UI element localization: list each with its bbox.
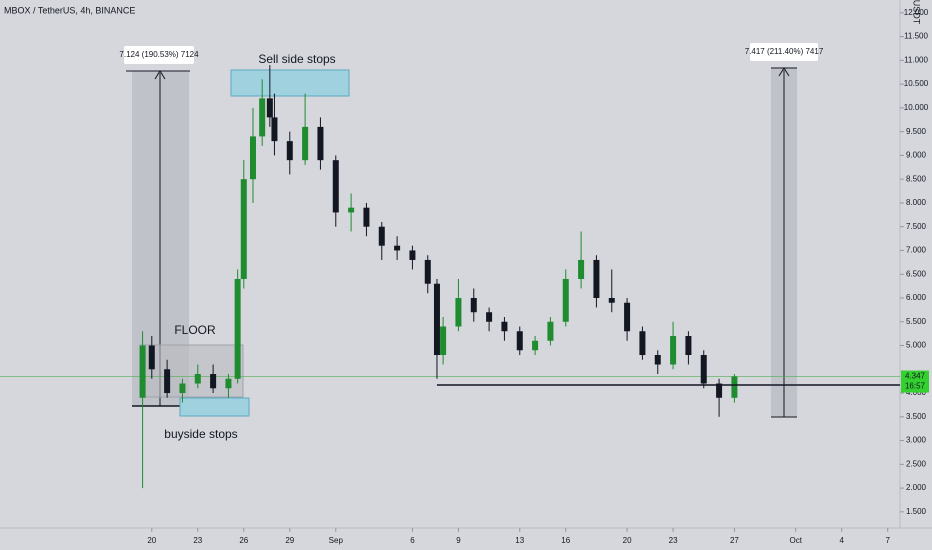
y-tick-label: 6.000 xyxy=(906,293,927,302)
candle-body xyxy=(210,374,217,389)
candle-body xyxy=(302,126,309,161)
y-tick-label: 10.500 xyxy=(904,79,929,88)
candle-body xyxy=(271,117,278,142)
candle-body xyxy=(286,141,293,161)
candle-body xyxy=(266,98,273,118)
y-tick-label: 9.500 xyxy=(906,127,927,136)
candle-body xyxy=(409,250,416,260)
candle-body xyxy=(332,160,339,213)
x-tick-label: 9 xyxy=(456,536,461,545)
candle-body xyxy=(363,207,370,227)
y-tick-label: 2.500 xyxy=(906,459,927,468)
candle-body xyxy=(139,345,146,398)
candle-body xyxy=(348,207,355,213)
measure-label-box xyxy=(124,46,194,64)
candle-body xyxy=(179,383,186,394)
candle-body xyxy=(148,345,155,370)
x-tick-label: 4 xyxy=(840,536,845,545)
y-tick-label: 4.000 xyxy=(906,388,927,397)
x-tick-label: 23 xyxy=(193,536,202,545)
x-tick-label: Oct xyxy=(790,536,803,545)
y-tick-label: 7.500 xyxy=(906,222,927,231)
candle-body xyxy=(532,340,539,351)
measure-label: 7.124 (190.53%) 7124 xyxy=(119,50,199,59)
x-tick-label: 20 xyxy=(623,536,632,545)
y-tick-label: 1.500 xyxy=(906,507,927,516)
candle-body xyxy=(378,226,385,246)
candle-body xyxy=(731,376,738,398)
candle-body xyxy=(394,245,401,251)
y-tick-label: 12.000 xyxy=(904,8,929,17)
candle-body xyxy=(593,259,600,298)
candle-body xyxy=(670,336,677,365)
candle-body xyxy=(424,259,431,284)
sell-side-label: Sell side stops xyxy=(258,52,335,66)
candle-body xyxy=(470,297,477,313)
y-tick-label: 7.000 xyxy=(906,246,927,255)
x-tick-label: 26 xyxy=(239,536,248,545)
x-tick-label: Sep xyxy=(329,536,344,545)
candle-body xyxy=(547,321,554,341)
countdown-label: 16:57 xyxy=(905,382,926,391)
candle-body xyxy=(501,321,508,332)
candle-body xyxy=(578,259,585,279)
candle-body xyxy=(249,136,256,180)
measure-label-box xyxy=(750,43,818,61)
candle-body xyxy=(624,302,631,332)
candle-body xyxy=(455,297,462,327)
chart-title: MBOX / TetherUS, 4h, BINANCE xyxy=(4,5,135,15)
candle-body xyxy=(654,355,661,365)
sell-side-box xyxy=(230,69,350,97)
y-tick-label: 2.000 xyxy=(906,483,927,492)
y-tick-label: 11.500 xyxy=(904,32,928,41)
candle-body xyxy=(240,179,247,279)
x-tick-label: 23 xyxy=(669,536,678,545)
y-tick-label: 5.500 xyxy=(906,317,927,326)
candle-body xyxy=(608,297,615,303)
candle-body xyxy=(259,98,266,137)
candle-body xyxy=(317,126,324,161)
y-axis-label: USDT xyxy=(912,0,922,25)
candle-body xyxy=(486,312,493,322)
candle-body xyxy=(516,331,523,351)
floor-box xyxy=(139,344,244,398)
x-tick-label: 29 xyxy=(285,536,294,545)
price-tag xyxy=(901,370,929,393)
candle-body xyxy=(440,326,447,356)
current-price-label: 4.347 xyxy=(905,372,926,381)
candle-body xyxy=(234,278,241,379)
y-tick-label: 6.500 xyxy=(906,269,927,278)
y-tick-label: 8.000 xyxy=(906,198,927,207)
y-tick-label: 3.000 xyxy=(906,436,927,445)
candle-body xyxy=(685,336,692,356)
candle-body xyxy=(194,374,201,384)
x-tick-label: 7 xyxy=(886,536,891,545)
buy-side-box xyxy=(179,397,250,417)
x-tick-label: 27 xyxy=(730,536,739,545)
x-tick-label: 16 xyxy=(561,536,570,545)
x-tick-label: 20 xyxy=(147,536,156,545)
y-tick-label: 5.000 xyxy=(906,341,927,350)
candle-body xyxy=(164,369,171,394)
candle-body xyxy=(433,283,440,356)
candle-body xyxy=(562,278,569,322)
x-tick-label: 6 xyxy=(410,536,415,545)
buy-side-label: buyside stops xyxy=(164,427,237,441)
y-tick-label: 3.500 xyxy=(906,412,927,421)
measure-label: 7.417 (211.40%) 7417 xyxy=(745,47,824,56)
candle-body xyxy=(700,355,707,384)
y-tick-label: 11.000 xyxy=(904,55,928,64)
x-tick-label: 13 xyxy=(515,536,524,545)
floor-label: FLOOR xyxy=(174,323,216,337)
y-tick-label: 8.500 xyxy=(906,174,927,183)
y-tick-label: 9.000 xyxy=(906,151,927,160)
candle-body xyxy=(225,378,232,389)
y-tick-label: 10.000 xyxy=(904,103,929,112)
candle-body xyxy=(639,331,646,356)
candle-body xyxy=(716,383,723,398)
